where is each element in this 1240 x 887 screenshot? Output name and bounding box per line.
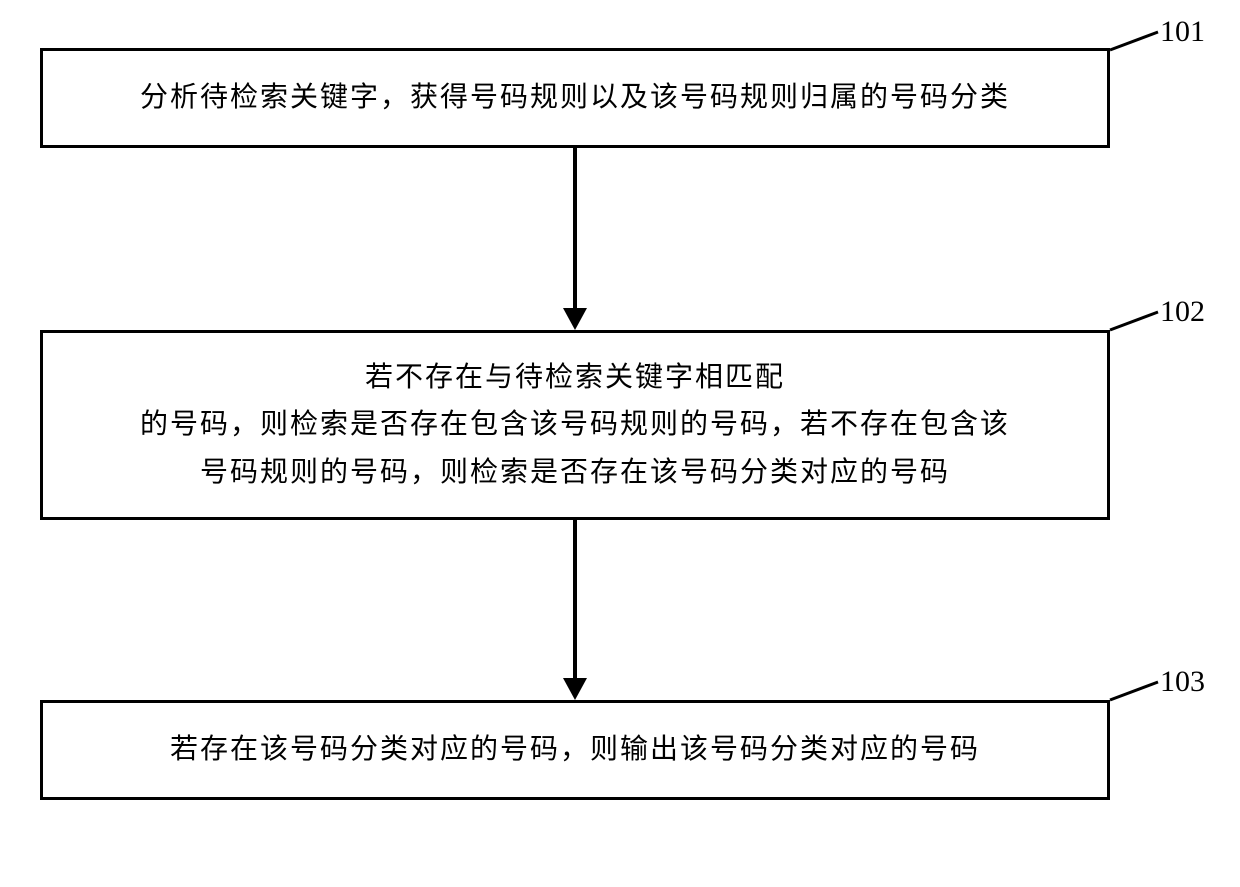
arrow-1-head xyxy=(563,308,587,330)
label-line-1 xyxy=(1108,28,1163,53)
flowchart-box-1: 分析待检索关键字，获得号码规则以及该号码规则归属的号码分类 xyxy=(40,48,1110,148)
flowchart-box-2: 若不存在与待检索关键字相匹配 的号码，则检索是否存在包含该号码规则的号码，若不存… xyxy=(40,330,1110,520)
arrow-1-line xyxy=(573,148,577,308)
label-102: 102 xyxy=(1160,295,1205,329)
box-1-text: 分析待检索关键字，获得号码规则以及该号码规则归属的号码分类 xyxy=(140,74,1010,122)
label-101: 101 xyxy=(1160,15,1205,49)
label-line-2 xyxy=(1108,308,1163,333)
arrow-2-line xyxy=(573,520,577,678)
arrow-2-head xyxy=(563,678,587,700)
box-2-text: 若不存在与待检索关键字相匹配 的号码，则检索是否存在包含该号码规则的号码，若不存… xyxy=(140,354,1010,497)
label-103: 103 xyxy=(1160,665,1205,699)
box-3-text: 若存在该号码分类对应的号码，则输出该号码分类对应的号码 xyxy=(170,726,980,774)
label-line-3 xyxy=(1108,678,1163,703)
flowchart-box-3: 若存在该号码分类对应的号码，则输出该号码分类对应的号码 xyxy=(40,700,1110,800)
flowchart-container: 分析待检索关键字，获得号码规则以及该号码规则归属的号码分类 101 若不存在与待… xyxy=(0,0,1240,887)
